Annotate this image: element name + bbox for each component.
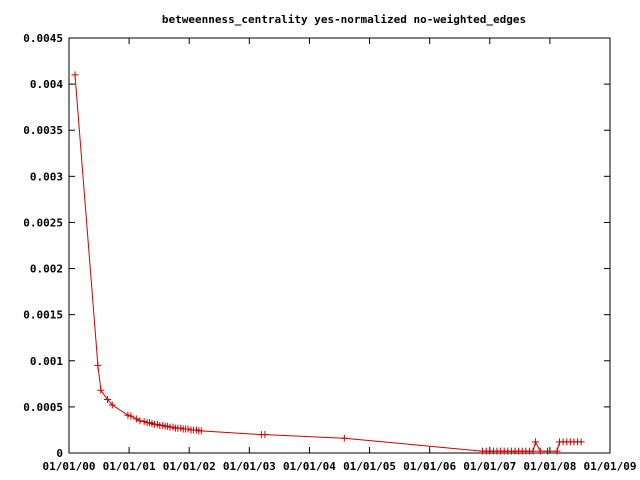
data-point bbox=[531, 438, 539, 446]
series-group bbox=[71, 71, 585, 455]
chart-title: betweenness_centrality yes-normalized no… bbox=[162, 13, 526, 26]
x-tick-label: 01/01/09 bbox=[584, 460, 637, 473]
y-tick-label: 0 bbox=[56, 447, 63, 460]
y-tick-label: 0.0045 bbox=[23, 32, 63, 45]
data-point bbox=[132, 415, 140, 423]
x-tick-label: 01/01/08 bbox=[523, 460, 576, 473]
data-point bbox=[261, 431, 269, 439]
data-point bbox=[140, 418, 148, 426]
x-tick-label: 01/01/07 bbox=[463, 460, 516, 473]
x-tick-label: 01/01/00 bbox=[43, 460, 96, 473]
x-tick-label: 01/01/05 bbox=[343, 460, 396, 473]
data-point bbox=[184, 425, 192, 433]
data-point bbox=[108, 401, 116, 409]
data-point bbox=[536, 447, 544, 455]
data-point bbox=[127, 412, 135, 420]
x-tick-label: 01/01/06 bbox=[403, 460, 456, 473]
data-point bbox=[97, 386, 105, 394]
series-line bbox=[74, 74, 582, 452]
data-point bbox=[577, 438, 585, 446]
y-tick-label: 0.003 bbox=[30, 170, 63, 183]
data-point bbox=[124, 411, 132, 419]
x-tick-label: 01/01/03 bbox=[223, 460, 276, 473]
y-tick-label: 0.0025 bbox=[23, 216, 63, 229]
y-tick-label: 0.0005 bbox=[23, 401, 63, 414]
y-tick-label: 0.001 bbox=[30, 355, 63, 368]
data-point bbox=[553, 447, 561, 455]
y-tick-label: 0.0035 bbox=[23, 124, 63, 137]
data-point bbox=[103, 396, 111, 404]
data-point bbox=[340, 434, 348, 442]
data-point bbox=[197, 427, 205, 435]
y-tick-label: 0.002 bbox=[30, 263, 63, 276]
data-point bbox=[543, 447, 551, 455]
x-axis: 01/01/00 01/01/01 01/01/02 01/01/03 01/01/04… bbox=[43, 38, 637, 473]
y-tick-label: 0.0015 bbox=[23, 309, 63, 322]
x-tick-label: 01/01/04 bbox=[283, 460, 336, 473]
y-tick-label: 0.004 bbox=[30, 78, 63, 91]
data-point bbox=[71, 71, 79, 79]
x-tick-label: 01/01/02 bbox=[163, 460, 216, 473]
x-tick-label: 01/01/01 bbox=[103, 460, 156, 473]
plot-area-frame bbox=[68, 37, 611, 454]
data-point bbox=[94, 361, 102, 369]
data-point bbox=[529, 447, 537, 455]
y-axis: 0 0.0005 0.001 0.0015 0.002 0.0025 0.003 0.0035… bbox=[23, 32, 610, 460]
data-point bbox=[136, 417, 144, 425]
